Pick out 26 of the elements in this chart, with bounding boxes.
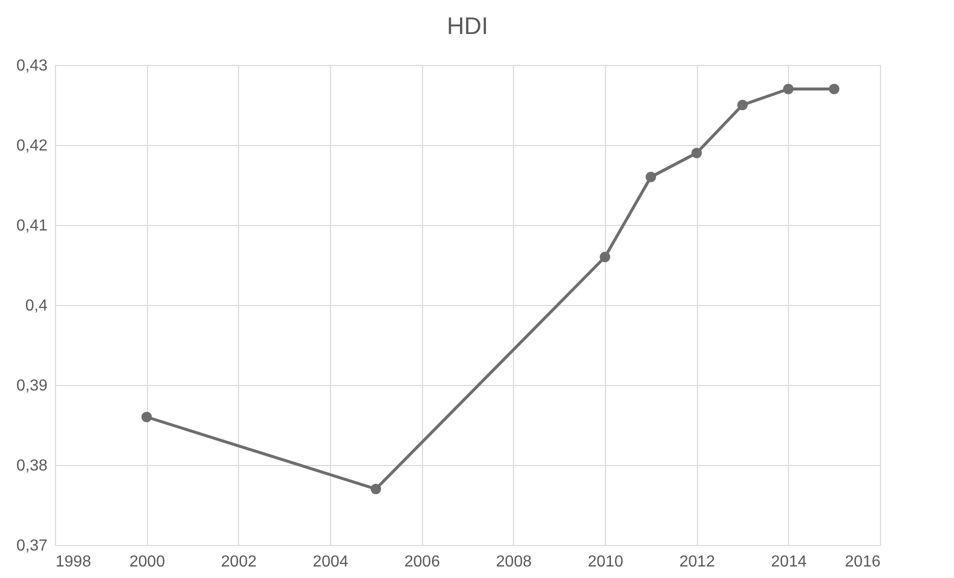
point [691, 148, 702, 158]
point [737, 100, 748, 110]
y-tick-label: 0,39 [16, 378, 48, 394]
y-tick-label: 0,38 [16, 458, 48, 474]
x-tick-label: 2004 [312, 554, 348, 570]
chart-title: HDI [446, 13, 488, 40]
y-tick-label: 0,37 [16, 538, 48, 554]
x-tick-label: 2012 [679, 554, 716, 570]
x-tick-label: 2008 [496, 554, 532, 570]
x-tick-label: 2000 [129, 554, 166, 570]
x-tick-label: 2010 [588, 554, 624, 570]
point [828, 84, 840, 94]
y-tick-label: 0,43 [16, 58, 48, 74]
x-tick-label: 2014 [771, 554, 807, 570]
point [600, 252, 610, 262]
x-tick-label: 2006 [404, 554, 440, 570]
point [370, 484, 382, 494]
point [783, 84, 794, 94]
y-tick-label: 0,41 [16, 218, 48, 234]
y-tick-label: 0,42 [16, 138, 48, 154]
x-tick-label: 2002 [221, 554, 257, 570]
y-tick-label: 0,4 [25, 298, 48, 314]
x-tick-label: 2016 [844, 554, 881, 570]
x-tick-label: 1998 [56, 554, 92, 570]
point [141, 412, 152, 422]
point [646, 172, 656, 182]
